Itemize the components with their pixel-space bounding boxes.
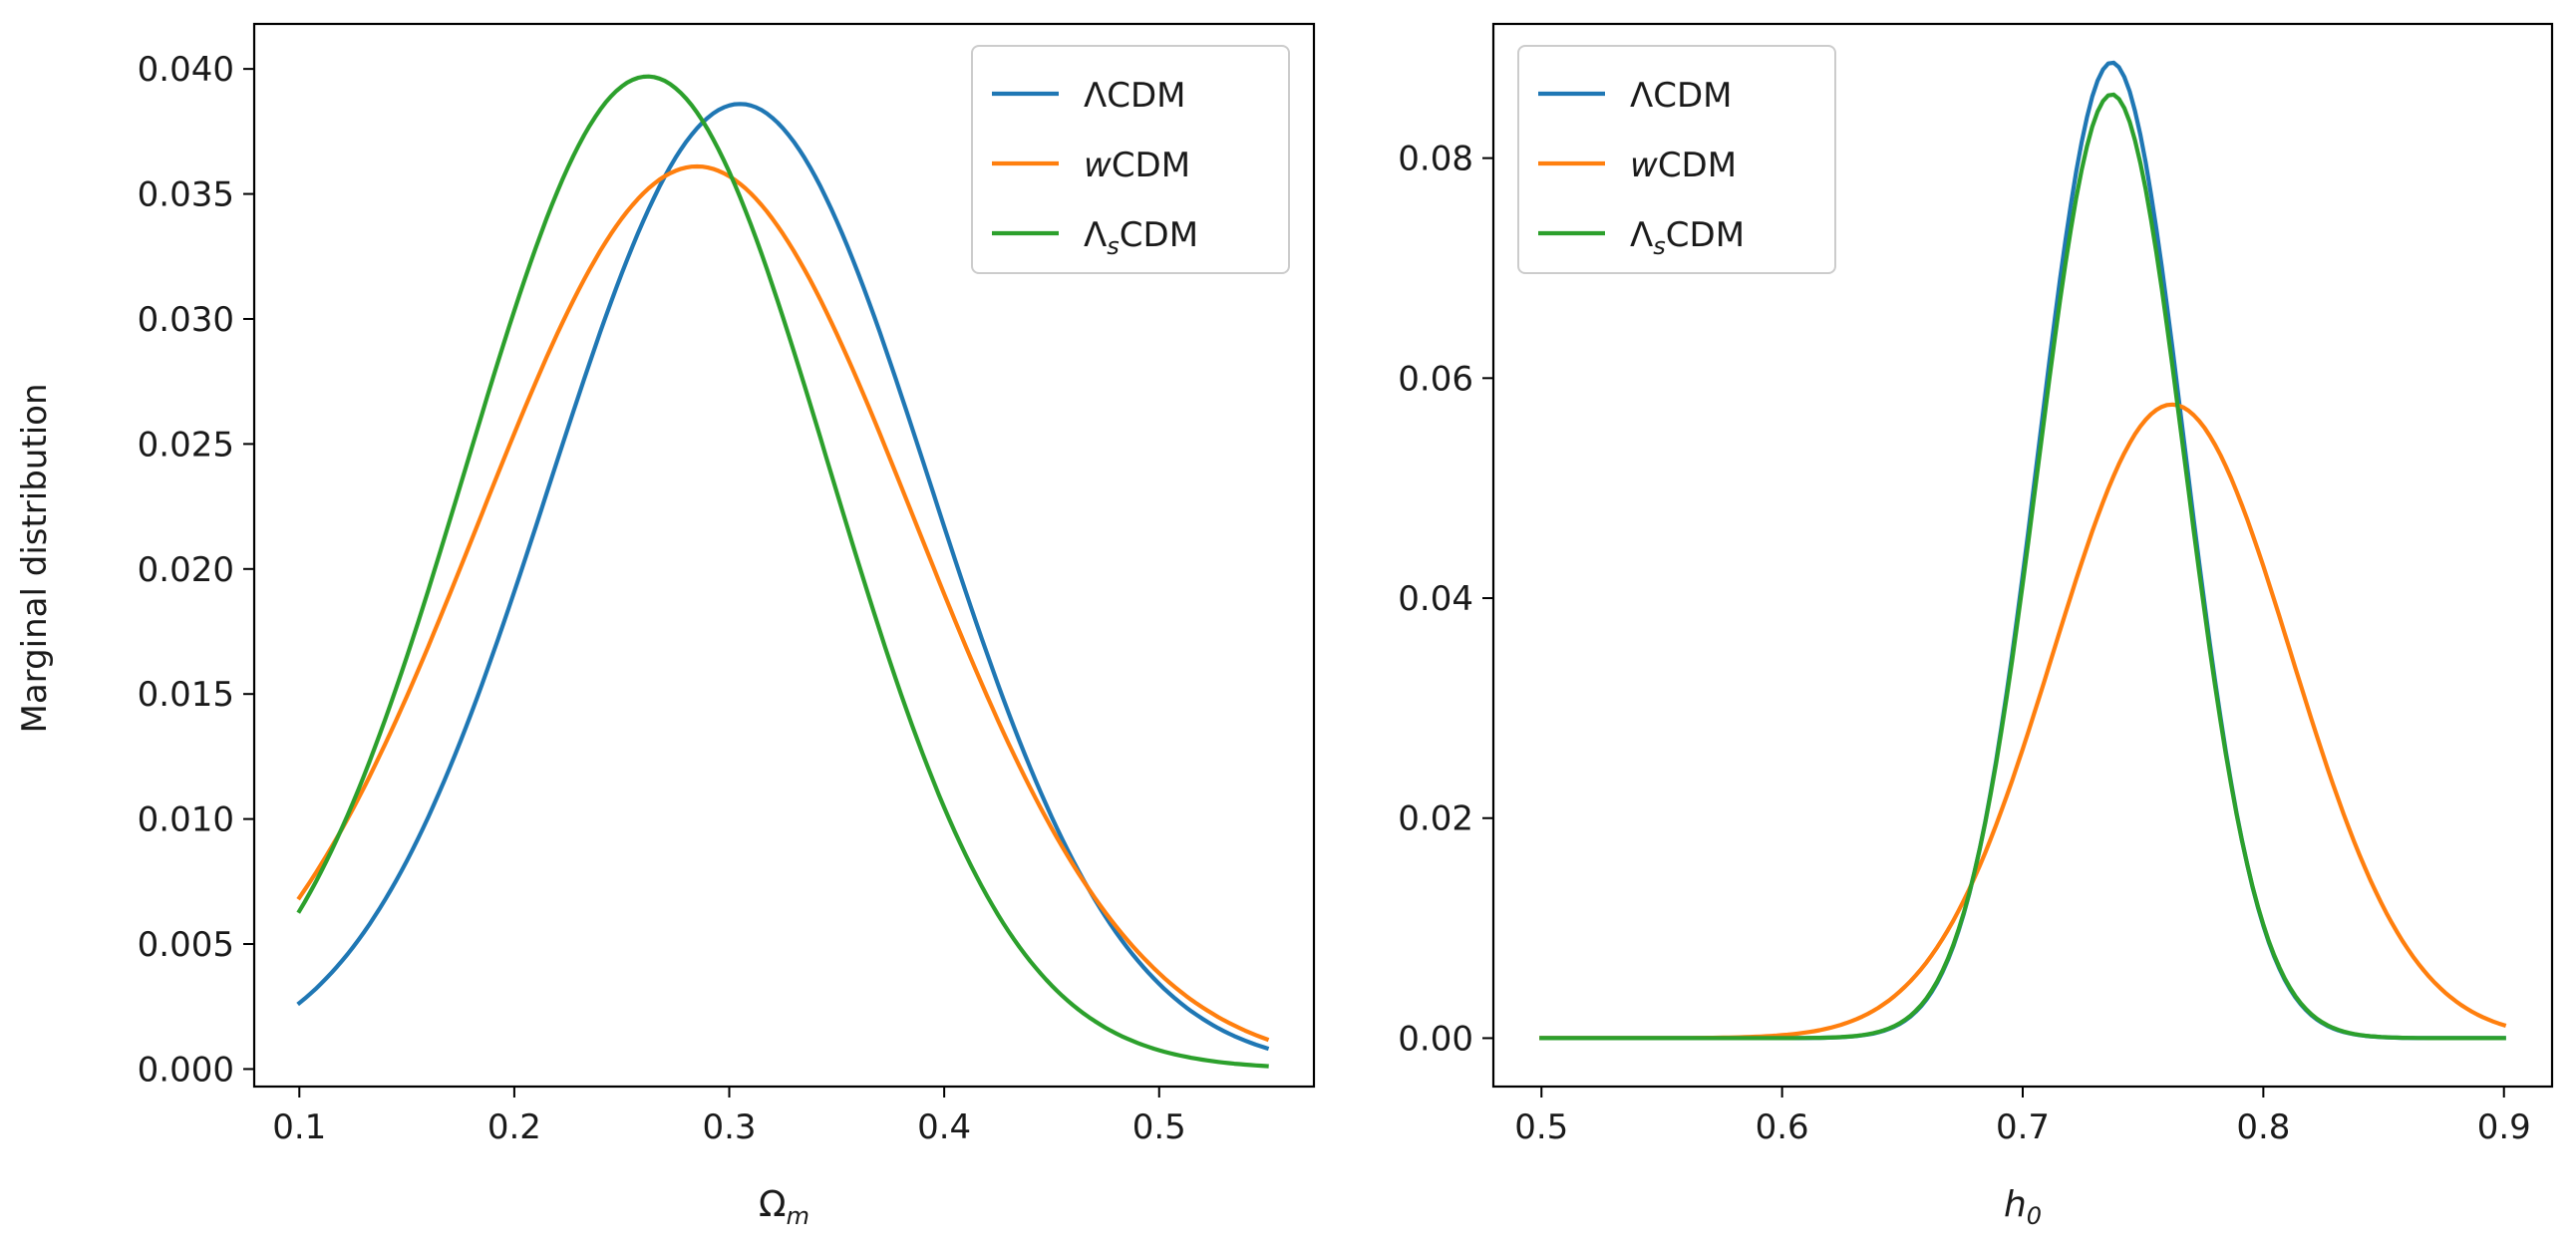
- x-tick-label: 0.3: [702, 1107, 756, 1147]
- legend-label-lscdm: ΛsCDM: [1084, 215, 1198, 260]
- series-line-lscdm: [1539, 92, 2506, 1041]
- y-tick-label: 0.020: [138, 550, 234, 590]
- axes-frame: [252, 22, 1316, 1089]
- x-axis-label: Ωm: [759, 1184, 809, 1230]
- y-tick-label: 0.005: [138, 925, 234, 965]
- x-axis-label-main: h: [2004, 1184, 2027, 1225]
- legend-label-wcdm: wCDM: [1630, 146, 1737, 185]
- legend-label-sub: s: [1653, 232, 1666, 260]
- y-tick-label: 0.035: [138, 175, 234, 215]
- x-tick-label: 0.2: [487, 1107, 541, 1147]
- series-line-lcdm: [296, 102, 1270, 1052]
- x-tick-label: 0.6: [1756, 1107, 1809, 1147]
- x-tick-label: 0.5: [1132, 1107, 1186, 1147]
- y-tick-label: 0.010: [138, 800, 234, 840]
- legend-label-pre: w: [1630, 146, 1658, 185]
- y-axis-label: Marginal distribution: [15, 384, 55, 734]
- legend-label-post: CDM: [1666, 215, 1745, 255]
- series-line-wcdm: [296, 163, 1270, 1043]
- legend-label-pre: Λ: [1630, 76, 1653, 116]
- y-tick-label: 0.040: [138, 50, 234, 90]
- left-panel: 0.1 0.2 0.3 0.4 0.5 0.000 0.005 0.010 0.015 0.020…: [138, 22, 1316, 1230]
- legend-label-lcdm: ΛCDM: [1084, 76, 1186, 116]
- legend-label-lscdm: ΛsCDM: [1630, 215, 1745, 260]
- y-tick-label: 0.06: [1398, 359, 1473, 399]
- y-tick-label: 0.030: [138, 300, 234, 340]
- x-tick-label: 0.8: [2236, 1107, 2290, 1147]
- right-panel: 0.5 0.6 0.7 0.8 0.90.000.020.040.060.08h0ΛCD…: [1398, 22, 2554, 1230]
- legend-label-wcdm: wCDM: [1084, 146, 1190, 185]
- legend-label-pre: Λ: [1084, 215, 1107, 255]
- x-tick-label: 0.9: [2477, 1107, 2531, 1147]
- x-axis-label-sub: 0: [2027, 1202, 2042, 1230]
- legend-label-sub: s: [1107, 232, 1120, 260]
- y-tick-label: 0.025: [138, 425, 234, 465]
- legend-label-pre: w: [1084, 146, 1112, 185]
- series-line-lscdm: [296, 74, 1269, 1069]
- legend-box: [1517, 45, 1836, 274]
- y-tick-label: 0.08: [1398, 140, 1473, 179]
- x-axis-label-sub: m: [787, 1202, 809, 1230]
- legend-label-pre: Λ: [1630, 215, 1653, 255]
- y-tick-label: 0.02: [1398, 799, 1473, 839]
- y-tick-label: 0.04: [1398, 579, 1473, 619]
- legend-label-post: CDM: [1107, 76, 1185, 116]
- legend-label-post: CDM: [1112, 146, 1190, 185]
- legend-label-post: CDM: [1120, 215, 1198, 255]
- x-tick-label: 0.4: [917, 1107, 971, 1147]
- x-axis-label-main: Ω: [759, 1184, 787, 1225]
- legend-label-pre: Λ: [1084, 76, 1107, 116]
- legend-label-lcdm: ΛCDM: [1630, 76, 1733, 116]
- legend-label-post: CDM: [1658, 146, 1737, 185]
- y-tick-label: 0.015: [138, 675, 234, 715]
- x-tick-label: 0.5: [1514, 1107, 1568, 1147]
- x-tick-label: 0.1: [272, 1107, 326, 1147]
- y-tick-label: 0.000: [138, 1050, 234, 1090]
- legend-label-post: CDM: [1653, 76, 1732, 116]
- x-tick-label: 0.7: [1996, 1107, 2050, 1147]
- x-axis-label: h0: [2004, 1184, 2042, 1230]
- legend-box: [971, 45, 1290, 274]
- y-tick-label: 0.00: [1398, 1019, 1473, 1059]
